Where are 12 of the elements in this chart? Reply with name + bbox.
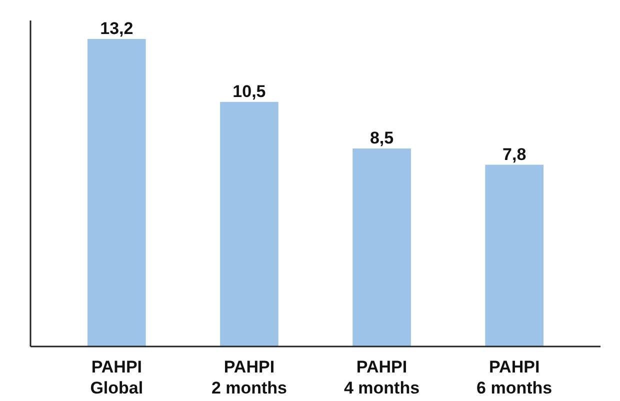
x-tick-label: PAHPI Global (90, 358, 144, 398)
data-label: 7,8 (502, 144, 526, 164)
x-tick-label: PAHPI 2 months (211, 358, 287, 398)
data-label: 8,5 (370, 128, 394, 148)
x-tick-label: PAHPI 6 months (476, 358, 552, 398)
x-tick-label: PAHPI 4 months (344, 358, 420, 398)
data-label: 13,2 (100, 18, 134, 38)
bar (88, 38, 146, 346)
bar (352, 148, 411, 346)
bar (485, 164, 544, 346)
bar (220, 102, 278, 346)
data-label: 10,5 (232, 82, 266, 101)
